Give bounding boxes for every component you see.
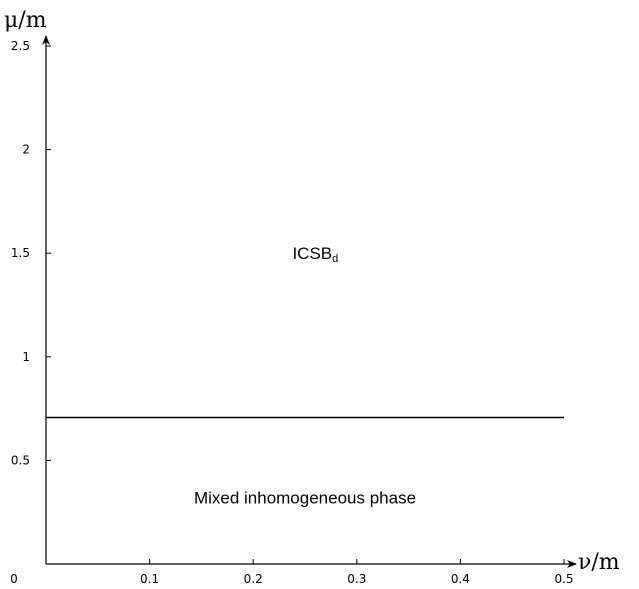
x-axis-title: ν/m [578, 550, 620, 575]
region-label-icsb: ICSBd [292, 244, 338, 265]
y-tick-label: 0.5 [11, 453, 30, 467]
y-tick-label: 1.5 [11, 246, 30, 260]
x-tick-label: 0.3 [347, 572, 366, 586]
y-tick-label: 2.5 [11, 39, 30, 53]
x-tick-label: 0 [10, 572, 18, 586]
y-axis-title: μ/m [4, 8, 47, 33]
y-tick-label: 1 [22, 350, 30, 364]
x-tick-label: 0.1 [140, 572, 159, 586]
x-tick-label: 0.5 [554, 572, 573, 586]
x-tick-label: 0.2 [244, 572, 263, 586]
x-tick-label: 0.4 [451, 572, 470, 586]
region-label-mixed: Mixed inhomogeneous phase [194, 489, 416, 508]
y-tick-label: 2 [22, 143, 30, 157]
